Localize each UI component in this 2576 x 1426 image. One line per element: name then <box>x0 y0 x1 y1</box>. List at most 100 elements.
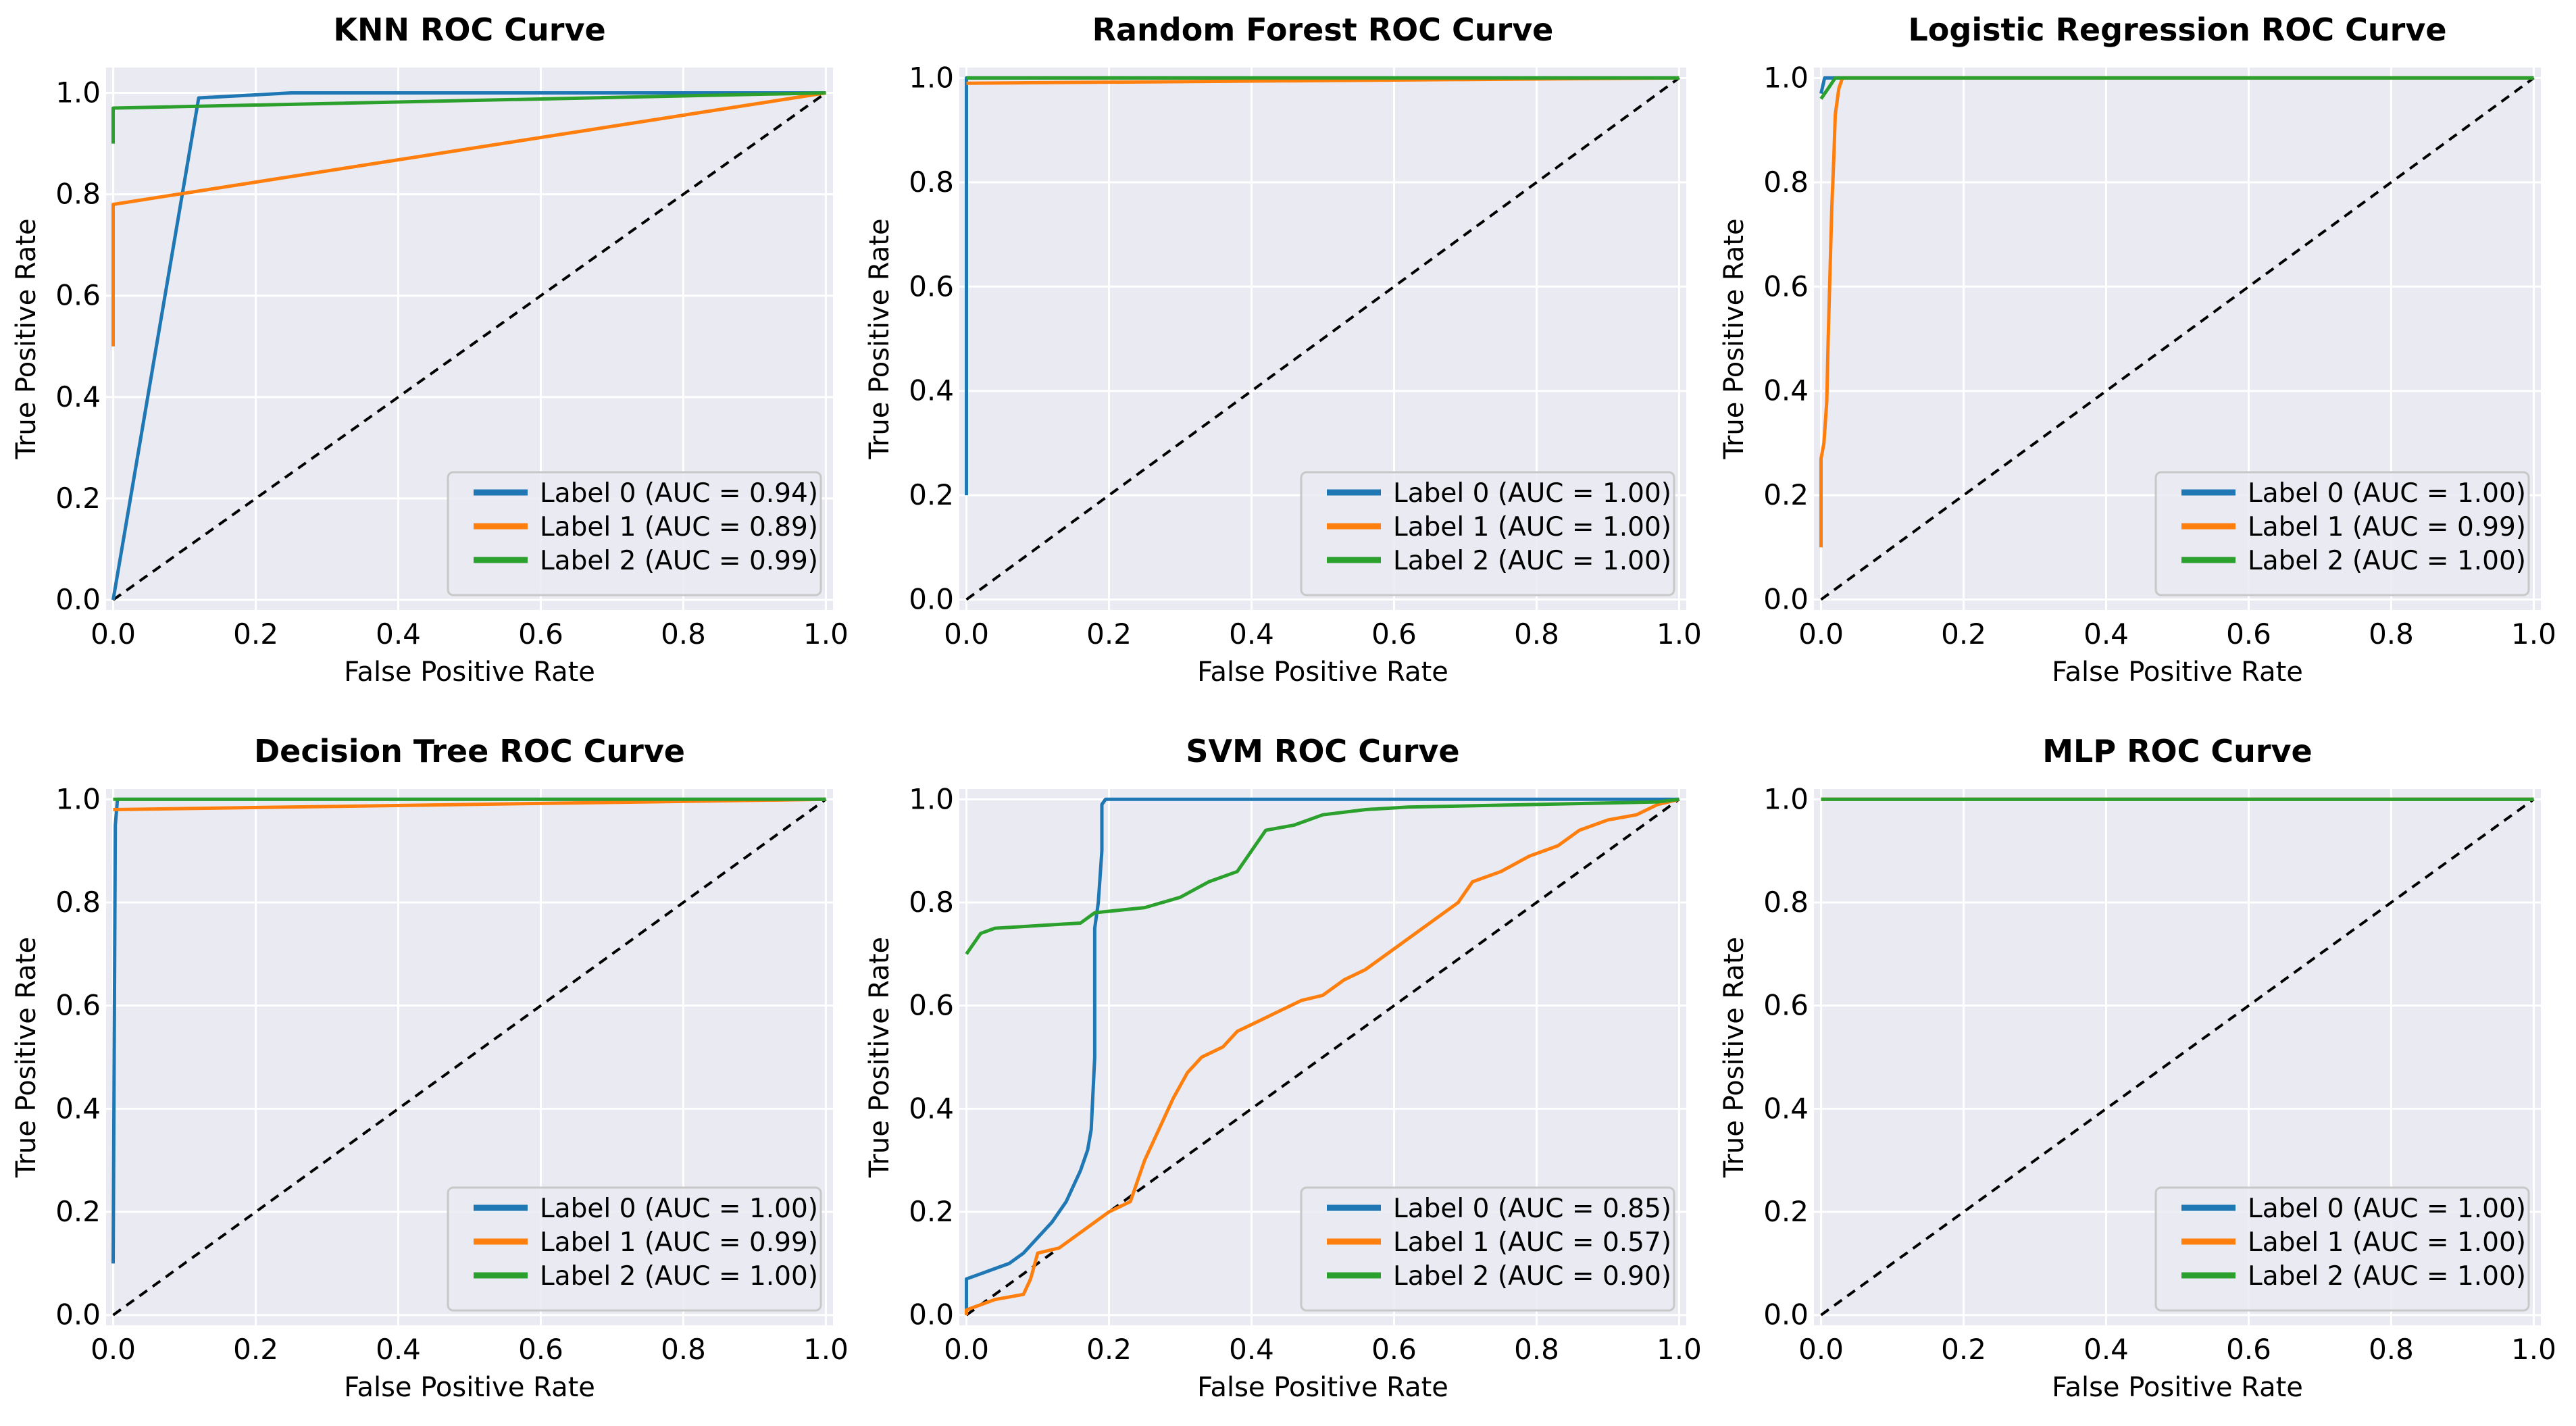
x-tick-label: 0.0 <box>1798 617 1844 651</box>
y-axis-label: True Positive Rate <box>864 937 895 1178</box>
legend: Label 0 (AUC = 1.00)Label 1 (AUC = 1.00)… <box>2154 1186 2530 1312</box>
x-tick-label: 0.8 <box>2369 617 2414 651</box>
y-tick-label: 0.4 <box>1763 1092 1809 1125</box>
x-tick-label: 0.6 <box>518 617 563 651</box>
legend-entry-label: Label 1 (AUC = 0.89) <box>540 512 818 542</box>
x-tick-label: 0.0 <box>91 617 136 651</box>
x-tick-label: 0.2 <box>233 1333 278 1366</box>
roc-series-line <box>965 797 1680 1315</box>
chart-title: KNN ROC Curve <box>333 11 605 48</box>
chart-title: SVM ROC Curve <box>1186 733 1459 769</box>
chance-diagonal-line <box>965 76 1680 601</box>
chart-title: Decision Tree ROC Curve <box>254 733 685 769</box>
y-tick-label: 0.2 <box>1763 478 1809 511</box>
legend-entry-label: Label 0 (AUC = 1.00) <box>2248 478 2526 509</box>
y-tick-label: 0.6 <box>55 989 101 1022</box>
x-tick-label: 1.0 <box>2511 1333 2556 1366</box>
legend-entry-label: Label 2 (AUC = 1.00) <box>540 1261 818 1292</box>
roc-panel: 0.00.0 0.2 0.2 0.4 0.4 0.6 0.6 0.8 0.8 1.0 1.0 Logi… <box>1719 11 2556 688</box>
legend: Label 0 (AUC = 1.00)Label 1 (AUC = 0.99)… <box>2154 471 2530 596</box>
x-tick-label: 0.8 <box>2369 1333 2414 1366</box>
x-tick-label: 0.2 <box>233 617 278 651</box>
roc-panel: 0.00.0 0.2 0.2 0.4 0.4 0.6 0.6 0.8 0.8 1.0 1.0 Deci… <box>11 733 849 1403</box>
x-tick-label: 0.6 <box>518 1333 563 1366</box>
y-axis-label: True Positive Rate <box>1719 218 1750 459</box>
roc-panel: 0.00.0 0.2 0.2 0.4 0.4 0.6 0.6 0.8 0.8 1.0 1.0 Rand… <box>864 11 1702 688</box>
chart-title: Random Forest ROC Curve <box>1092 11 1554 48</box>
x-tick-label: 0.6 <box>1371 617 1417 651</box>
x-tick-label: 1.0 <box>1657 1333 1702 1366</box>
legend-box <box>447 1186 822 1312</box>
y-axis-label: True Positive Rate <box>864 218 895 459</box>
chart-title: MLP ROC Curve <box>2042 733 2313 769</box>
roc-panel: 0.00.0 0.2 0.2 0.4 0.4 0.6 0.6 0.8 0.8 1.0 1.0 MLP … <box>1719 733 2556 1403</box>
x-tick-label: 0.0 <box>1798 1333 1844 1366</box>
y-tick-label: 1.0 <box>909 61 954 94</box>
x-tick-label: 0.2 <box>1941 617 1986 651</box>
y-tick-label: 0.0 <box>909 583 954 616</box>
y-tick-label: 1.0 <box>1763 61 1809 94</box>
y-tick-label: 0.4 <box>909 1092 954 1125</box>
x-tick-label: 1.0 <box>1657 617 1702 651</box>
y-tick-label: 0.6 <box>55 279 101 312</box>
x-tick-label: 0.2 <box>1086 617 1132 651</box>
x-tick-label: 0.4 <box>2083 1333 2129 1366</box>
x-tick-label: 0.2 <box>1086 1333 1132 1366</box>
y-axis-label: True Positive Rate <box>1719 937 1750 1178</box>
x-tick-label: 0.4 <box>2083 617 2129 651</box>
y-tick-label: 0.6 <box>909 270 954 303</box>
x-axis-label: False Positive Rate <box>2052 657 2303 688</box>
y-tick-label: 1.0 <box>55 76 101 109</box>
roc-series-line <box>111 91 826 601</box>
y-tick-label: 0.8 <box>909 886 954 919</box>
legend-entry-label: Label 2 (AUC = 0.99) <box>540 546 818 576</box>
legend-entry-label: Label 2 (AUC = 1.00) <box>1393 546 1671 576</box>
legend-entry-label: Label 1 (AUC = 0.57) <box>1393 1227 1671 1258</box>
x-tick-label: 0.4 <box>1229 1333 1274 1366</box>
chart-title: Logistic Regression ROC Curve <box>1908 11 2446 48</box>
y-tick-label: 0.8 <box>1763 165 1809 199</box>
y-tick-label: 0.6 <box>1763 270 1809 303</box>
y-tick-label: 0.8 <box>55 886 101 919</box>
legend-entry-label: Label 2 (AUC = 1.00) <box>2248 546 2526 576</box>
x-axis-label: False Positive Rate <box>2052 1372 2303 1403</box>
legend-entry-label: Label 0 (AUC = 0.94) <box>540 478 818 509</box>
x-tick-label: 0.4 <box>376 617 421 651</box>
x-tick-label: 0.2 <box>1941 1333 1986 1366</box>
legend-entry-label: Label 2 (AUC = 0.90) <box>1393 1261 1671 1292</box>
roc-series-line <box>111 91 826 144</box>
legend: Label 0 (AUC = 0.94)Label 1 (AUC = 0.89)… <box>447 471 822 596</box>
y-tick-label: 0.8 <box>1763 886 1809 919</box>
y-tick-label: 0.8 <box>909 165 954 199</box>
x-tick-label: 1.0 <box>803 1333 849 1366</box>
y-tick-label: 0.6 <box>1763 989 1809 1022</box>
legend-entry-label: Label 1 (AUC = 1.00) <box>2248 1227 2526 1258</box>
roc-series-line <box>1819 76 2534 100</box>
x-tick-label: 0.8 <box>1514 617 1559 651</box>
legend-box <box>1300 471 1675 596</box>
roc-series-line <box>965 797 1680 955</box>
x-tick-label: 0.6 <box>2226 617 2271 651</box>
roc-series-line <box>113 797 826 811</box>
y-tick-label: 0.0 <box>909 1298 954 1331</box>
y-tick-label: 0.0 <box>55 1298 101 1331</box>
chance-diagonal-line <box>112 798 827 1317</box>
y-tick-label: 0.4 <box>1763 374 1809 407</box>
x-tick-label: 0.4 <box>1229 617 1274 651</box>
x-tick-label: 0.6 <box>1371 1333 1417 1366</box>
roc-series-line <box>111 91 826 347</box>
roc-series-line <box>965 797 1680 1315</box>
legend-box <box>2154 1186 2530 1312</box>
y-tick-label: 0.8 <box>55 178 101 211</box>
legend-entry-label: Label 0 (AUC = 1.00) <box>1393 478 1671 509</box>
x-tick-label: 0.6 <box>2226 1333 2271 1366</box>
y-tick-label: 0.2 <box>1763 1195 1809 1228</box>
y-tick-label: 1.0 <box>1763 782 1809 815</box>
x-tick-label: 0.8 <box>661 1333 706 1366</box>
legend-entry-label: Label 0 (AUC = 0.85) <box>1393 1194 1671 1224</box>
x-tick-label: 0.4 <box>376 1333 421 1366</box>
y-tick-label: 1.0 <box>55 782 101 815</box>
y-tick-label: 1.0 <box>909 782 954 815</box>
x-axis-label: False Positive Rate <box>344 657 595 688</box>
